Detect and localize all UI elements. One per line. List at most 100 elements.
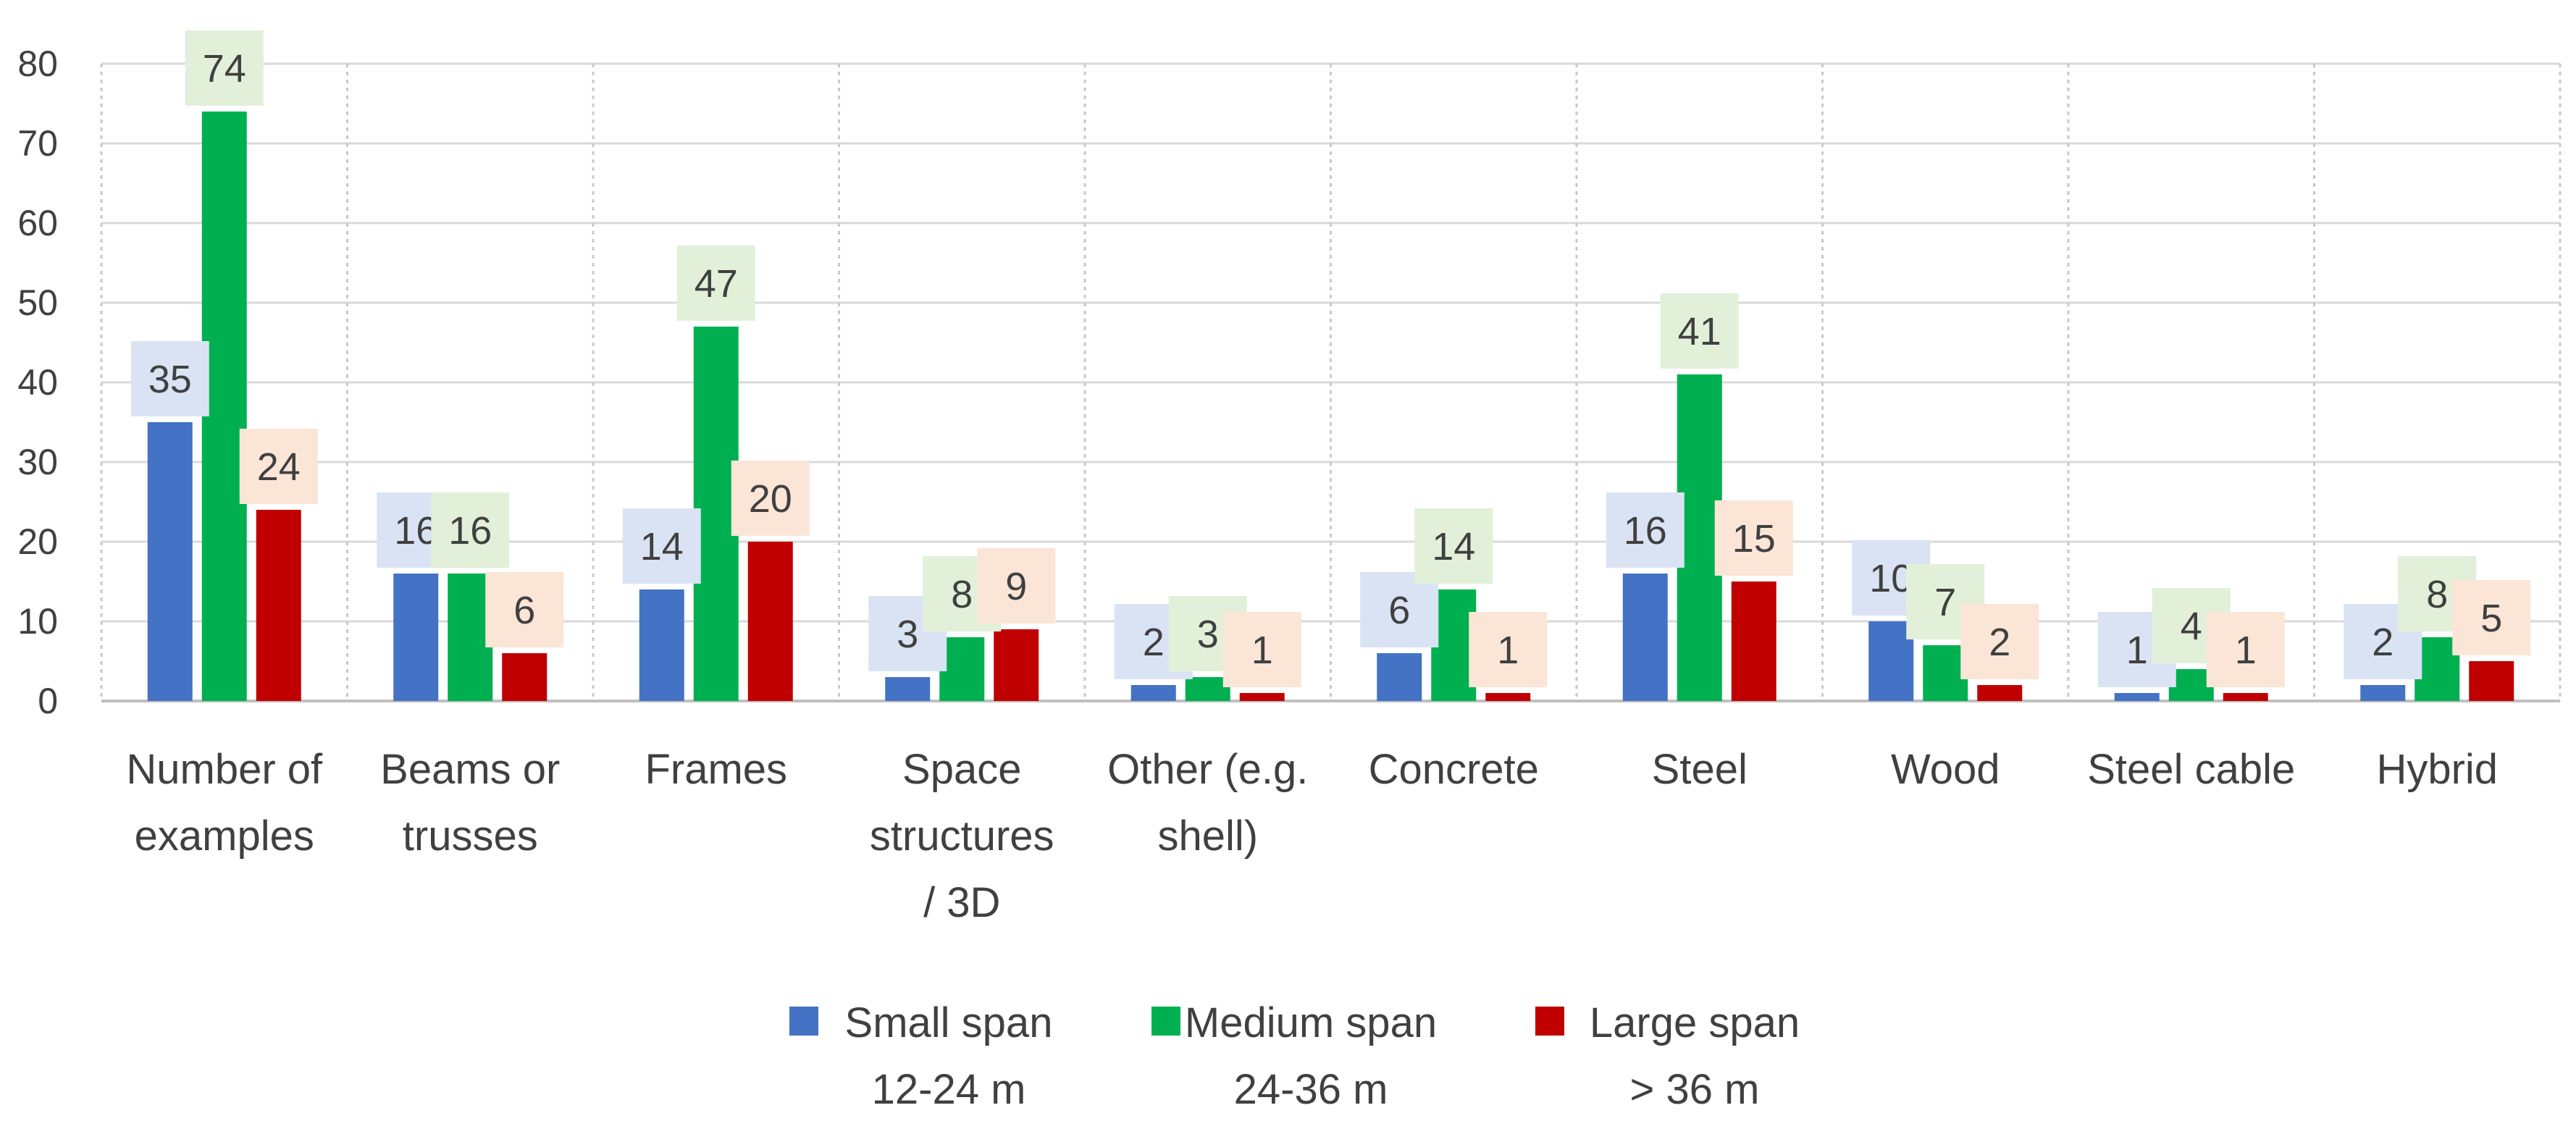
gridlines: [100, 62, 2562, 702]
y-tick-label: 50: [17, 282, 58, 323]
bar: [747, 542, 793, 701]
data-label: 14: [640, 525, 684, 568]
data-label: 10: [1869, 557, 1913, 600]
data-label-box: [1360, 572, 1439, 647]
x-tick-label: Beams or trusses: [380, 746, 560, 860]
data-label: 16: [394, 509, 437, 553]
data-label: 8: [2426, 573, 2448, 616]
data-label-box: [1222, 612, 1301, 687]
bar: [2114, 693, 2160, 701]
y-axis-ticks: 0 10 20 30 40 50 60 70 80: [17, 43, 58, 721]
data-label-box: [485, 572, 564, 647]
bar: [393, 574, 439, 701]
data-label-box: [185, 30, 264, 106]
legend-label: Large span > 36 m: [1590, 999, 1800, 1113]
bar: [1239, 693, 1285, 701]
x-tick-label: Steel cable: [2087, 746, 2295, 793]
bar: [2168, 669, 2214, 701]
data-label: 14: [1432, 525, 1475, 568]
bar: [1431, 589, 1477, 701]
y-tick-label: 0: [38, 681, 58, 721]
x-tick-label: Concrete: [1369, 746, 1539, 793]
y-tick-label: 20: [17, 521, 58, 562]
bar: [1130, 685, 1176, 701]
data-label-box: [2206, 612, 2285, 687]
data-label: 47: [695, 262, 738, 306]
data-label: 20: [749, 477, 792, 521]
data-label: 6: [1388, 589, 1410, 632]
data-label: 1: [2235, 629, 2257, 672]
bar: [448, 574, 493, 701]
bar: [256, 510, 301, 701]
bar: [2360, 685, 2406, 701]
data-label: 1: [1251, 629, 1273, 672]
bar: [885, 677, 931, 701]
x-tick-label: Frames: [645, 746, 787, 793]
data-label-box: [977, 548, 1056, 624]
data-label: 5: [2480, 597, 2502, 640]
y-tick-label: 60: [17, 203, 58, 243]
data-label: 2: [1989, 621, 2010, 664]
bar: [147, 422, 193, 701]
x-tick-label: Other (e.g. shell): [1107, 746, 1308, 860]
data-label: 2: [1143, 621, 1165, 664]
x-tick-label: Number of examples: [126, 746, 323, 860]
data-label: 4: [2181, 605, 2202, 648]
data-label: 3: [1197, 613, 1219, 656]
bar: [2415, 637, 2460, 701]
bar: [1677, 374, 1722, 701]
data-label-box: [130, 341, 209, 416]
data-label: 8: [951, 573, 973, 616]
data-label: 16: [1624, 509, 1667, 553]
bar: [1485, 693, 1531, 701]
data-label: 1: [2126, 629, 2148, 672]
data-label: 24: [257, 445, 301, 489]
legend: Small span 12-24 m Medium span 24-36 m Large…: [789, 999, 1800, 1113]
bar: [639, 589, 684, 701]
x-tick-label: Steel: [1652, 746, 1748, 793]
legend-swatch: [789, 1007, 818, 1036]
bar: [502, 653, 547, 701]
y-tick-label: 70: [17, 123, 58, 164]
legend-label: Medium span 24-36 m: [1185, 999, 1437, 1113]
bar: [939, 637, 985, 701]
data-label: 15: [1732, 517, 1776, 560]
data-label-box: [1960, 604, 2039, 679]
data-label-box: [622, 508, 701, 584]
data-label-box: [431, 492, 510, 568]
data-label-box: [1606, 492, 1685, 568]
x-axis-category-labels: Number of examples Beams or trusses Frames Sp…: [126, 746, 2498, 926]
bar: [693, 327, 739, 701]
data-label: 7: [1934, 581, 1956, 624]
data-label: 74: [203, 47, 246, 91]
data-label-box: [676, 245, 755, 321]
data-label-box: [1660, 293, 1739, 369]
data-label: 2: [2372, 621, 2394, 664]
y-tick-label: 40: [17, 362, 58, 403]
data-label: 9: [1005, 565, 1027, 608]
bar: [2469, 661, 2514, 701]
data-label: 41: [1678, 310, 1721, 353]
x-tick-label: Wood: [1891, 746, 2000, 793]
x-tick-label: Space structures/ 3D: [870, 746, 1054, 926]
data-label-box: [1414, 508, 1493, 584]
y-tick-label: 10: [17, 601, 58, 642]
bar: [1731, 582, 1776, 701]
bar: [994, 629, 1039, 701]
legend-swatch: [1535, 1007, 1564, 1036]
x-tick-label: Hybrid: [2376, 746, 2498, 793]
data-label: 3: [897, 613, 918, 656]
data-label: 1: [1497, 629, 1519, 672]
bar: [1185, 677, 1230, 701]
data-label-box: [1469, 612, 1548, 687]
bar: [1923, 645, 1968, 701]
bar: [1977, 685, 2023, 701]
data-label-box: [239, 429, 318, 504]
legend-label: Small span 12-24 m: [845, 999, 1053, 1113]
bar: [1377, 653, 1422, 701]
y-tick-label: 30: [17, 442, 58, 482]
data-label-box: [1714, 500, 1793, 576]
